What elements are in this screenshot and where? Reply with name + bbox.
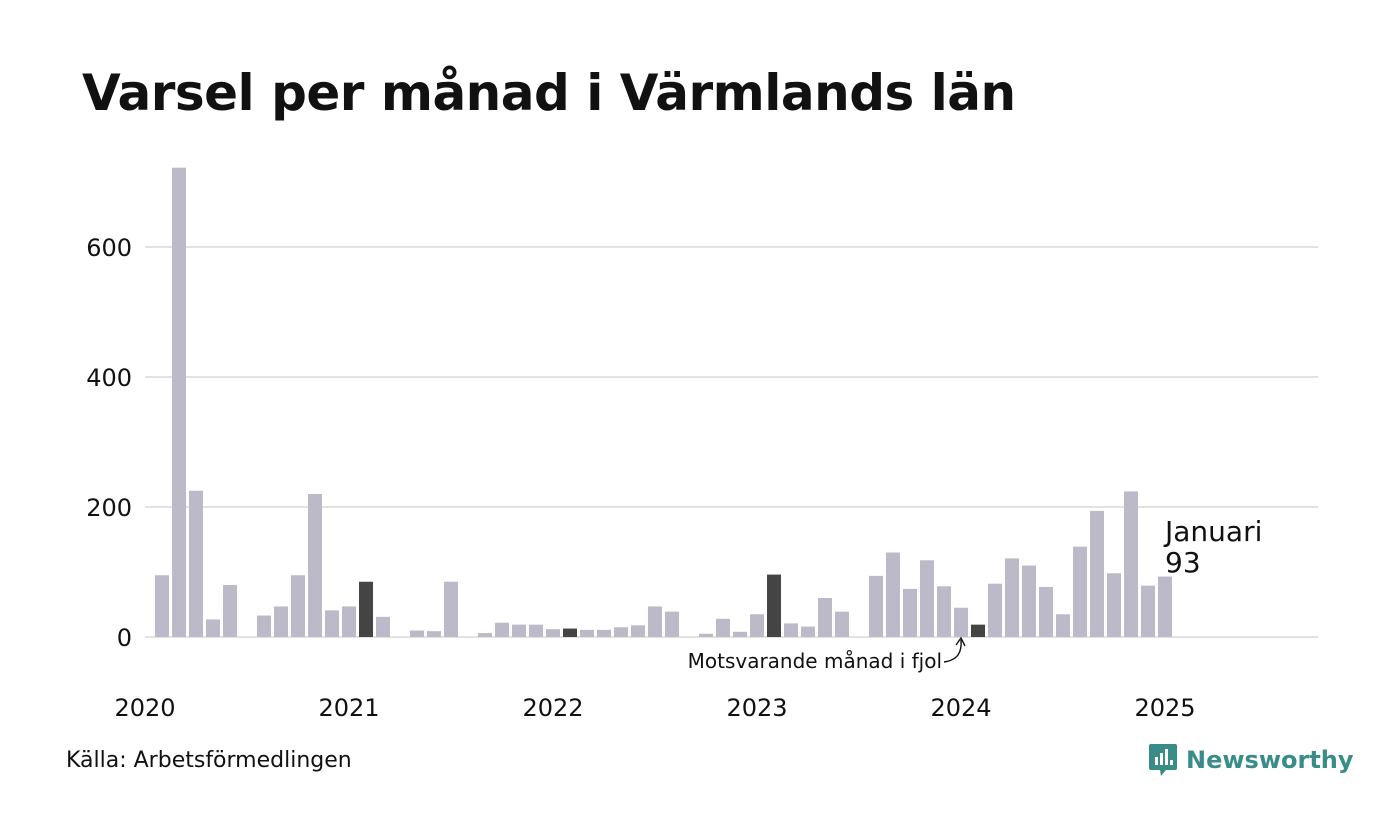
bar [512,624,526,637]
bar [546,629,560,637]
bar [274,606,288,637]
bar [886,552,900,637]
bar [1073,546,1087,637]
bar [325,610,339,637]
bar [342,606,356,637]
bar [733,631,747,637]
bar [1090,510,1104,637]
annotation-arrow [943,639,962,663]
highlight-value-label: 93 [1165,546,1201,579]
brand: Newsworthy [1148,742,1354,778]
bar [597,629,611,637]
bar [903,588,917,637]
gridlines [145,246,1318,638]
bar [478,633,492,637]
bar [699,633,713,637]
bar-previous-year [359,581,373,637]
bar [954,607,968,637]
bar [189,490,203,637]
bar [257,615,271,637]
bar [1039,586,1053,637]
bar [784,623,798,637]
bars [155,167,1172,637]
bar [1158,576,1172,637]
x-axis: 2020 2021 2022 2023 2024 2025 [114,694,1195,722]
annotation: Motsvarande månad i fjol [688,636,966,673]
bar [750,614,764,637]
highlight-month-label: Januari [1163,515,1262,548]
y-tick-label: 600 [86,234,132,262]
annotation-arrowhead [955,636,966,647]
bar [648,606,662,637]
bar-chart: 0 200 400 600 2020 2021 2022 2023 2024 2025 Mots… [86,167,1318,722]
x-tick-label: 2023 [726,694,787,722]
highlight-label: Januari 93 [1163,515,1262,579]
bar [801,626,815,637]
x-tick-label: 2025 [1134,694,1195,722]
bar [291,575,305,637]
bar [1141,585,1155,637]
source-label: Källa: Arbetsförmedlingen [66,748,352,773]
bar [444,581,458,637]
bar [1107,573,1121,637]
bar [937,586,951,637]
bar [665,611,679,637]
x-tick-label: 2020 [114,694,175,722]
bar [580,629,594,637]
bar [223,585,237,637]
bar-previous-year [971,624,985,637]
bar-previous-year [767,574,781,637]
bar [427,631,441,637]
bar [410,630,424,637]
bar [1022,565,1036,637]
x-tick-label: 2024 [930,694,991,722]
bar [1056,614,1070,637]
x-tick-label: 2022 [522,694,583,722]
bar [529,624,543,637]
y-tick-label: 0 [117,624,132,652]
bar [920,560,934,637]
bar [988,583,1002,637]
bar [818,598,832,637]
brand-name: Newsworthy [1186,746,1354,774]
bar [614,627,628,637]
bar [376,616,390,637]
chart-title: Varsel per månad i Värmlands län [82,64,1016,122]
bar [155,575,169,637]
bar [716,618,730,637]
bar [206,619,220,637]
previous-year-annotation: Motsvarande månad i fjol [688,649,942,673]
bar [308,494,322,637]
bar [869,575,883,637]
bar [495,622,509,637]
bar [1005,558,1019,637]
bar [631,625,645,637]
bar [835,611,849,637]
newsworthy-logo-icon [1149,744,1177,776]
y-tick-label: 200 [86,494,132,522]
bar-previous-year [563,628,577,637]
x-tick-label: 2021 [318,694,379,722]
bar [172,167,186,637]
y-axis: 0 200 400 600 [86,234,132,652]
y-tick-label: 400 [86,364,132,392]
bar [1124,491,1138,637]
